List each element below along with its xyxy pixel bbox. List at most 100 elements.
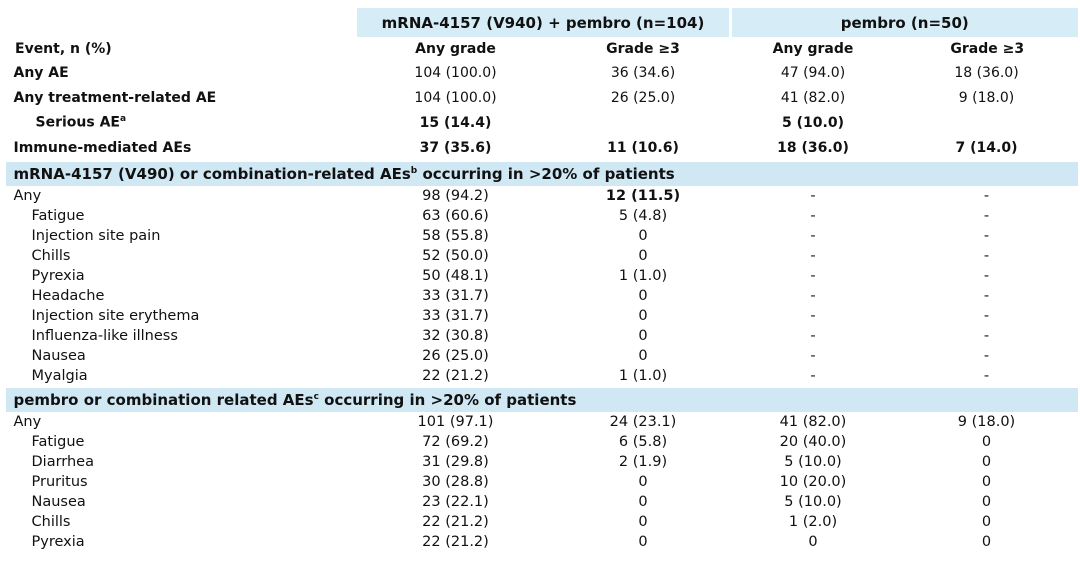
value-cell: 0 (981, 454, 992, 470)
value-cell: - (983, 308, 990, 324)
value-cell: - (983, 188, 990, 204)
value-cell: - (810, 288, 816, 304)
data-row: Any AE 104 (100.0) 36 (34.6) 47 (94.0) 18 (3… (6, 60, 1078, 85)
value-cell: 72 (69.2) (422, 434, 489, 450)
data-row: Diarrhea 31 (29.8) 2 (1.9) 5 (10.0) 0 (6, 452, 1078, 472)
row-label: Any (6, 186, 356, 206)
row-label: Myalgia (6, 366, 356, 387)
value-cell: - (983, 208, 990, 224)
value-cell: 1 (1.0) (618, 368, 668, 384)
label-text: Any treatment-related AE (13, 89, 217, 106)
section-text: occurring in >20% of patients (417, 165, 675, 183)
value-cell: 0 (638, 494, 648, 510)
data-row: Any 101 (97.1) 24 (23.1) 41 (82.0) 9 (18.0) (6, 412, 1078, 432)
value-cell: - (983, 268, 990, 284)
value-cell: 104 (100.0) (414, 89, 497, 106)
data-row: Influenza-like illness 32 (30.8) 0 - - (6, 326, 1078, 346)
data-row: Any treatment-related AE 104 (100.0) 26 (2… (6, 85, 1078, 110)
data-row: Chills 52 (50.0) 0 - - (6, 246, 1078, 266)
column-title: Grade ≥3 (893, 37, 1078, 60)
ae-table: mRNA-4157 (V940) + pembro (n=104) pembro… (4, 8, 1078, 552)
data-row: Any 98 (94.2) 12 (11.5) - - (6, 186, 1078, 206)
value-cell: 0 (638, 328, 648, 344)
column-title: Grade ≥3 (554, 37, 731, 60)
row-label: Serious AEa (6, 110, 356, 135)
section-text: occurring in >20% of patients (318, 391, 577, 409)
section-title: pembro or combination related AEsc occur… (5, 386, 1078, 412)
data-row: Serious AEa 15 (14.4) 5 (10.0) (6, 110, 1078, 135)
section-text: pembro or combination related AEs (13, 391, 314, 409)
row-label: Influenza-like illness (6, 326, 356, 346)
data-row: Injection site erythema 33 (31.7) 0 - - (6, 306, 1078, 326)
data-row: Fatigue 72 (69.2) 6 (5.8) 20 (40.0) 0 (6, 432, 1078, 452)
row-label: Chills (6, 246, 356, 266)
value-cell: 26 (25.0) (422, 348, 489, 364)
value-cell: 7 (14.0) (955, 139, 1018, 156)
value-cell: 32 (30.8) (422, 328, 489, 344)
value-cell: - (810, 248, 816, 264)
group-header: mRNA-4157 (V940) + pembro (n=104) pembro… (5, 8, 1078, 37)
value-cell: 5 (10.0) (782, 114, 844, 131)
row-label: Immune-mediated AEs (6, 135, 356, 161)
value-cell: - (983, 348, 990, 364)
data-row: Pruritus 30 (28.8) 0 10 (20.0) 0 (6, 472, 1078, 492)
value-cell: 0 (981, 494, 992, 510)
label-text: Nausea (31, 348, 86, 364)
value-cell: - (810, 228, 816, 244)
value-cell: 20 (40.0) (779, 434, 847, 450)
value-cell: 10 (20.0) (779, 474, 847, 490)
value-cell: 2 (1.9) (618, 454, 668, 470)
value-cell: 0 (981, 534, 992, 550)
group-title: mRNA-4157 (V940) + pembro (n=104) (354, 8, 731, 37)
value-cell: 5 (10.0) (784, 494, 842, 510)
value-cell: 0 (638, 308, 648, 324)
value-cell: 33 (31.7) (422, 308, 489, 324)
label-text: Nausea (31, 494, 86, 510)
value-cell: 5 (10.0) (784, 454, 842, 470)
label-text: Any (13, 188, 42, 204)
value-cell: 52 (50.0) (422, 248, 489, 264)
data-row: Fatigue 63 (60.6) 5 (4.8) - - (6, 206, 1078, 226)
footnote-mark: a (119, 114, 127, 125)
row-label: Diarrhea (6, 452, 356, 472)
row-label: Pruritus (6, 472, 356, 492)
row-label: Pyrexia (6, 532, 356, 552)
data-row: Injection site pain 58 (55.8) 0 - - (6, 226, 1078, 246)
value-cell: 41 (82.0) (779, 414, 847, 430)
empty-cell (556, 110, 731, 135)
value-cell: - (983, 368, 990, 384)
value-cell: - (810, 348, 816, 364)
label-text: Myalgia (31, 368, 88, 384)
row-label: Fatigue (6, 432, 356, 452)
value-cell: 0 (981, 434, 992, 450)
value-cell: 0 (638, 534, 648, 550)
value-cell: 6 (5.8) (618, 434, 668, 450)
value-cell: 101 (97.1) (417, 414, 494, 430)
value-cell: 0 (638, 474, 648, 490)
section-row: mRNA-4157 (V490) or combination-related … (5, 160, 1078, 186)
row-label: Headache (6, 286, 356, 306)
value-cell: 31 (29.8) (422, 454, 489, 470)
value-cell: 26 (25.0) (610, 89, 676, 106)
data-row: Nausea 26 (25.0) 0 - - (6, 346, 1078, 366)
column-header: Event, n (%) Any grade Grade ≥3 Any grad… (4, 37, 1078, 60)
footnote-mark: c (313, 392, 319, 402)
data-row: Nausea 23 (22.1) 0 5 (10.0) 0 (6, 492, 1078, 512)
label-text: Serious AE (35, 114, 120, 131)
data-row: Immune-mediated AEs 37 (35.6) 11 (10.6) 18 … (6, 135, 1078, 161)
value-cell: 0 (981, 474, 992, 490)
label-text: Injection site pain (31, 228, 161, 244)
value-cell: 98 (94.2) (422, 188, 489, 204)
value-cell: 9 (18.0) (958, 89, 1015, 106)
value-cell: 0 (638, 228, 648, 244)
value-cell: 12 (11.5) (605, 188, 681, 204)
value-cell: 1 (1.0) (618, 268, 668, 284)
value-cell: 30 (28.8) (422, 474, 489, 490)
value-cell: 1 (2.0) (788, 514, 838, 530)
value-cell: - (810, 188, 816, 204)
data-row: Headache 33 (31.7) 0 - - (6, 286, 1078, 306)
blank-cell (5, 8, 356, 37)
value-cell: 9 (18.0) (957, 414, 1016, 430)
table-body: mRNA-4157 (V940) + pembro (n=104) pembro… (4, 8, 1078, 552)
